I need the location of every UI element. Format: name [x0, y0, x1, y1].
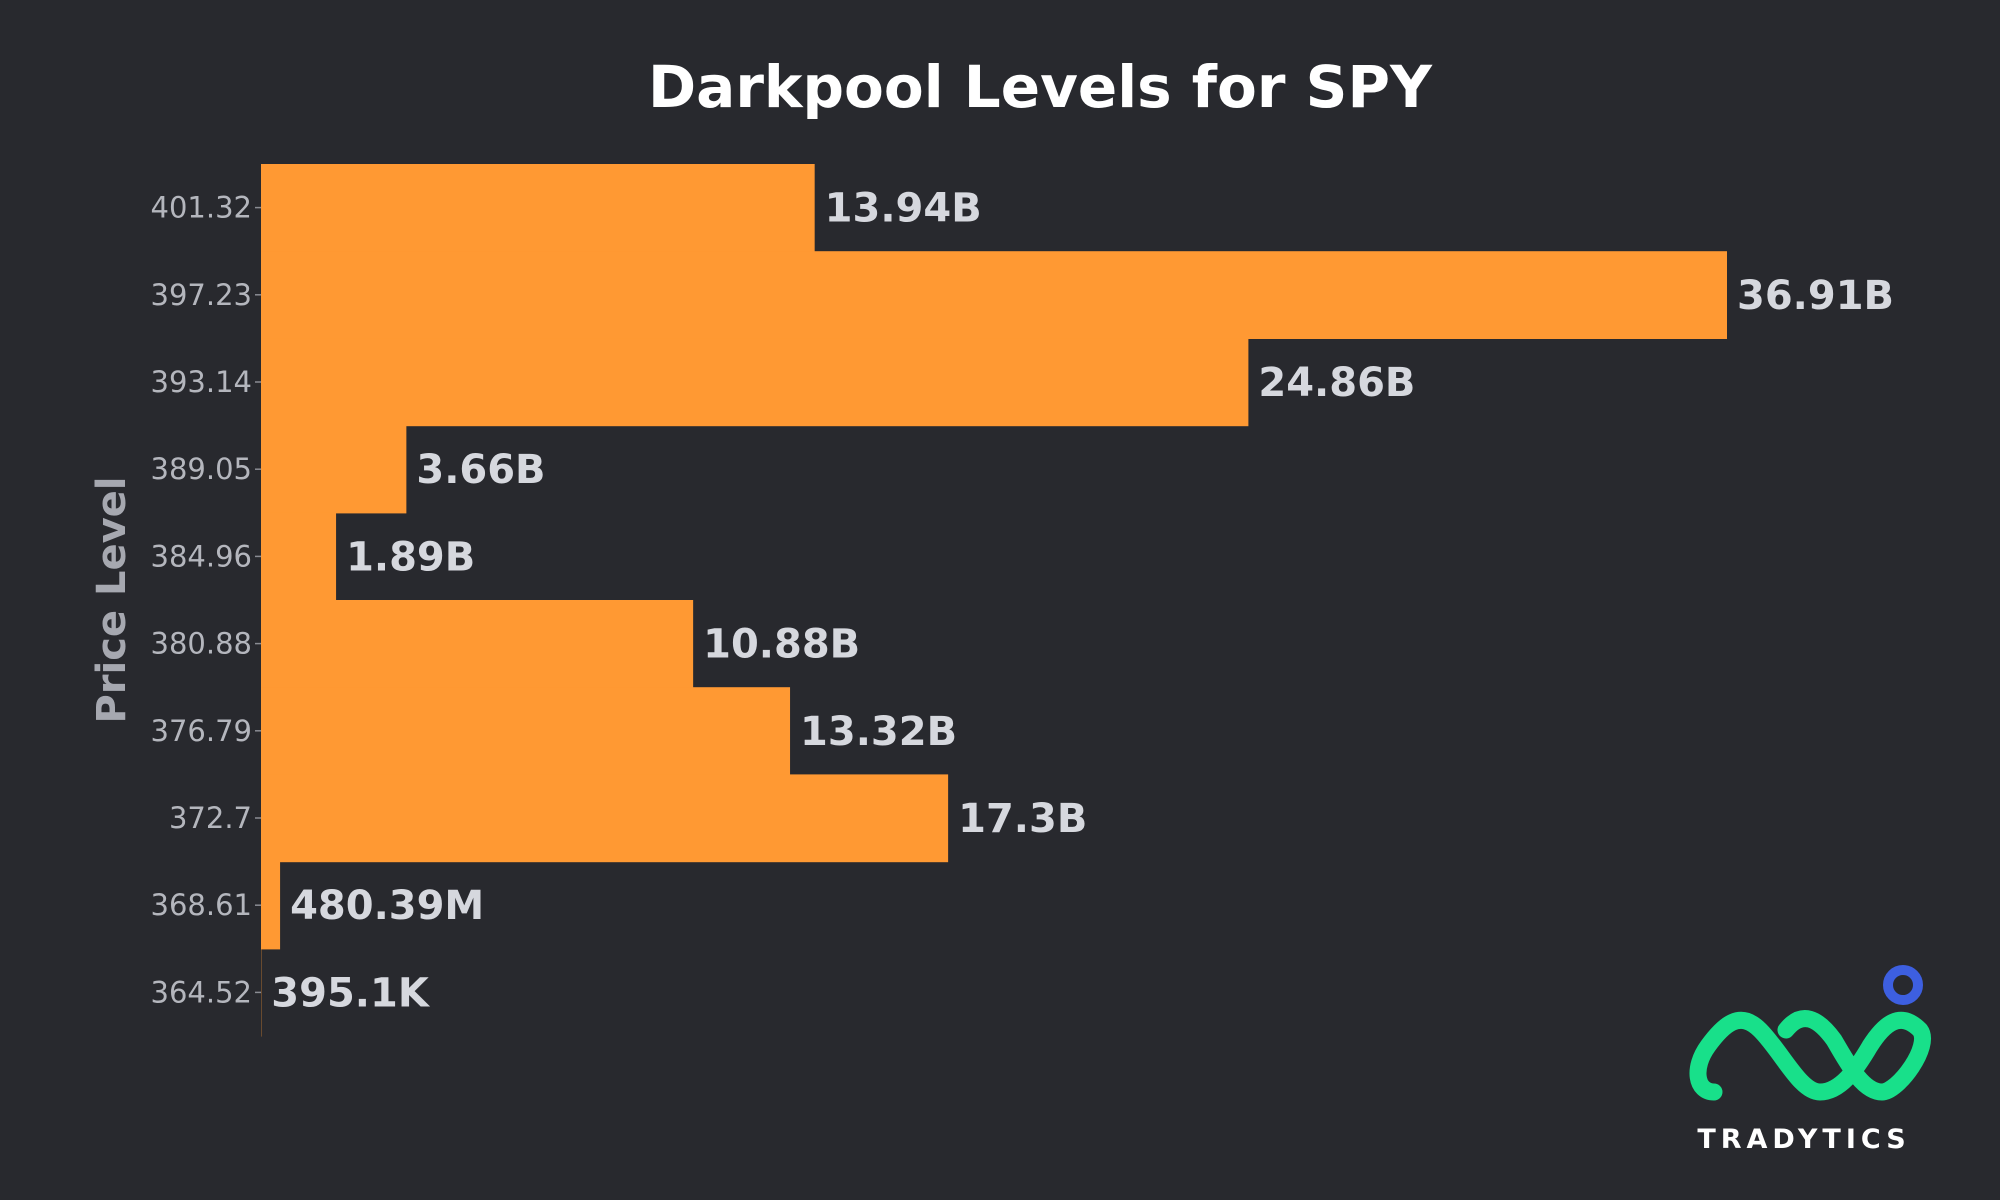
bar-401.32 — [261, 164, 815, 252]
data-labels-group: 13.94B 36.91B 24.86B 3.66B 1.89B 10.88B 13.32B… — [271, 186, 1894, 1017]
y-tick-label: 368.61 — [151, 888, 252, 922]
bar-389.05 — [261, 425, 407, 514]
y-tick-label: 393.14 — [151, 365, 252, 399]
bars-group — [261, 164, 1727, 1037]
data-label: 17.3B — [958, 796, 1087, 842]
y-tick-label: 389.05 — [151, 452, 252, 486]
data-label: 480.39M — [290, 883, 484, 929]
bar-368.61 — [261, 861, 281, 950]
y-tick-label: 380.88 — [151, 627, 252, 661]
y-tick-label: 376.79 — [151, 714, 252, 748]
data-label: 36.91B — [1737, 273, 1894, 319]
data-label: 1.89B — [346, 534, 475, 580]
y-tick-label: 372.7 — [169, 801, 252, 835]
bar-376.79 — [261, 687, 791, 775]
y-tick-label: 401.32 — [151, 191, 252, 225]
y-tick-label: 397.23 — [151, 278, 252, 312]
data-label: 13.94B — [825, 186, 982, 232]
y-ticks-group: 401.32 397.23 393.14 389.05 384.96 380.88 376.… — [151, 191, 261, 1009]
bar-384.96 — [261, 512, 337, 601]
bar-372.7 — [261, 774, 949, 863]
tradytics-logo-icon — [1689, 965, 1931, 1101]
brand-logo: TRADYTICS — [1689, 965, 1931, 1155]
bar-393.14 — [261, 338, 1249, 427]
logo-dot — [1883, 965, 1923, 1005]
chart-title: Darkpool Levels for SPY — [648, 53, 1433, 121]
bar-397.23 — [261, 251, 1727, 339]
data-label: 24.86B — [1258, 360, 1415, 406]
y-tick-label: 364.52 — [151, 975, 252, 1009]
y-axis-label: Price Level — [89, 476, 135, 723]
data-label: 395.1K — [271, 970, 431, 1016]
bar-380.88 — [261, 600, 694, 688]
logo-wave — [1689, 1010, 1931, 1101]
data-label: 10.88B — [703, 622, 860, 668]
data-label: 13.32B — [800, 709, 957, 755]
brand-name: TRADYTICS — [1697, 1124, 1910, 1155]
y-tick-label: 384.96 — [151, 539, 252, 573]
data-label: 3.66B — [416, 447, 545, 493]
